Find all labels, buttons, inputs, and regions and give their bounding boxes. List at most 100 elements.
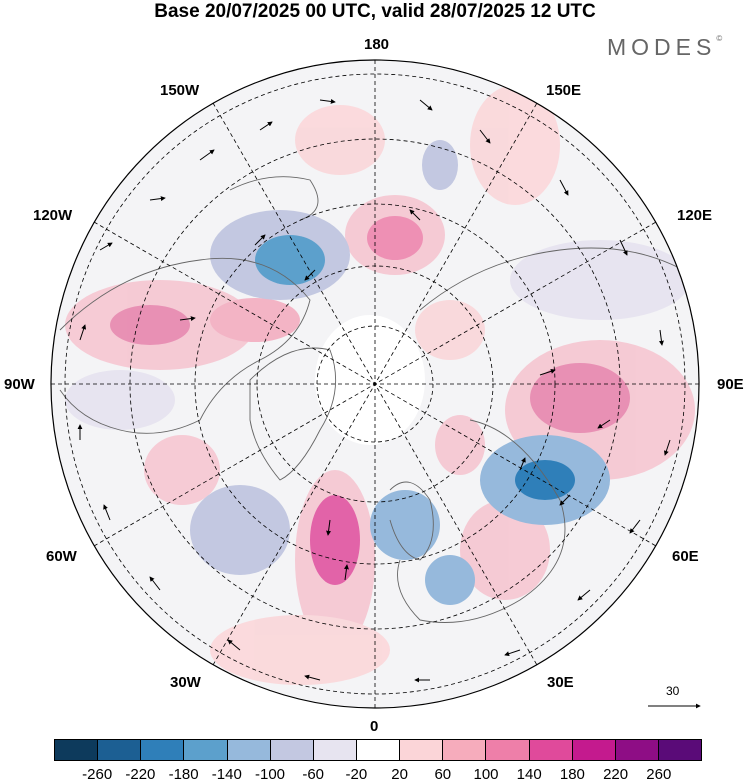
colorbar: [54, 739, 702, 761]
wind-vector: [559, 179, 569, 196]
wind-vector: [343, 564, 349, 581]
map-frame: [50, 59, 700, 709]
wind-vector: [304, 269, 316, 281]
colorbar-tick-label: -180: [168, 766, 199, 783]
colorbar-tick-label: -260: [82, 766, 113, 783]
colorbar-tick-label: -20: [345, 766, 368, 783]
colorbar-swatch: [55, 740, 99, 760]
colorbar-swatch: [141, 740, 185, 760]
anomaly-high-atlantic-core: [310, 495, 360, 585]
anomaly-high-south-atlantic: [210, 615, 390, 685]
wind-vector: [479, 129, 491, 144]
wind-vector: [629, 519, 641, 534]
wind-vector: [149, 576, 161, 591]
wind-vector: [559, 494, 571, 506]
wind-vector: [199, 149, 215, 161]
wind-vector: [597, 419, 611, 429]
positive-anomaly-shading: [65, 85, 695, 685]
coastline-alaska: [229, 176, 319, 221]
wind-vector: [79, 324, 87, 341]
modes-logo: MODES©: [607, 34, 722, 61]
map-title: Base 20/07/2025 00 UTC, valid 28/07/2025…: [154, 1, 596, 22]
anomaly-low-siberia-core: [515, 460, 575, 500]
wind-vector: [658, 329, 664, 346]
colorbar-tick-label: -220: [125, 766, 156, 783]
copyright-mark: ©: [716, 34, 723, 43]
colorbar-tick-label: 20: [391, 766, 408, 783]
wind-vector: [254, 234, 266, 246]
anomaly-high-canada-core: [110, 305, 190, 345]
coastline-scandinavia: [389, 481, 434, 561]
label-lon-120w: 120W: [33, 207, 73, 224]
wind-vector: [504, 649, 521, 657]
colorbar-swatch: [486, 740, 530, 760]
colorbar-swatch: [98, 740, 142, 760]
colorbar-swatch: [356, 740, 401, 760]
anomaly-high-europe: [460, 500, 550, 600]
coastline-eurasia: [397, 247, 699, 623]
graticule: [51, 60, 699, 708]
label-lon-60w: 60W: [46, 548, 77, 565]
label-lon-180: 180: [364, 36, 390, 53]
label-lon-0: 0: [370, 718, 379, 735]
wind-vector: [179, 316, 196, 322]
colorbar-swatch: [400, 740, 444, 760]
coastline-north-america: [59, 257, 311, 434]
anomaly-low-west: [65, 370, 175, 430]
colorbar-swatch: [529, 740, 573, 760]
anomaly-low-scandinavia: [370, 490, 440, 560]
label-lon-30e: 30E: [547, 674, 574, 691]
anomaly-high-siberia-core: [530, 363, 630, 433]
negative-anomaly-shading: [65, 140, 690, 605]
wind-vector: [319, 98, 336, 104]
wind-vector: [619, 239, 628, 256]
anomaly-low-pacific: [422, 140, 458, 190]
colorbar-tick-label: -140: [211, 766, 242, 783]
wind-vector: [419, 99, 433, 111]
anomaly-low-alaska-core: [255, 235, 325, 285]
meridian-150: [212, 102, 538, 666]
colorbar-tick-label: 180: [559, 766, 585, 783]
anomaly-low-north-atlantic: [190, 485, 290, 575]
wind-vector: [103, 504, 111, 521]
anomaly-high-north-pacific: [295, 105, 385, 175]
colorbar-swatch: [443, 740, 487, 760]
colorbar-swatch: [313, 740, 357, 760]
arctic-white-zone: [315, 315, 425, 445]
modes-logo-text: MODES: [607, 34, 717, 60]
colorbar-tick-label: -60: [302, 766, 325, 783]
label-lon-90w: 90W: [4, 376, 35, 393]
anomaly-low-asia: [510, 240, 690, 320]
anomaly-low-europe: [425, 555, 475, 605]
label-lon-90e: 90E: [717, 376, 744, 393]
colorbar-tick-label: 220: [603, 766, 629, 783]
label-lon-30w: 30W: [170, 674, 201, 691]
anomaly-high-northeast-pacific: [470, 85, 560, 205]
colorbar-swatch: [270, 740, 314, 760]
wind-vector: [304, 674, 321, 681]
colorbar-tick-label: 260: [646, 766, 672, 783]
reference-vector-value: 30: [666, 684, 680, 698]
wind-vector: [519, 457, 526, 471]
coastlines: [59, 176, 699, 623]
colorbar-tick-label: 60: [434, 766, 452, 783]
colorbar-swatch: [184, 740, 228, 760]
anomaly-high-east-atlantic: [435, 415, 485, 475]
wind-vector: [326, 519, 332, 536]
coastline-greenland: [249, 347, 337, 481]
anomaly-high-canada-east: [210, 298, 300, 342]
label-lon-150e: 150E: [546, 82, 582, 99]
colorbar-swatch: [658, 740, 702, 760]
anomaly-high-greenland: [144, 435, 220, 505]
wind-vector: [227, 639, 241, 651]
colorbar-tick-label: 100: [473, 766, 499, 783]
wind-vector: [577, 589, 591, 601]
label-lon-120e: 120E: [677, 207, 713, 224]
wind-vector: [663, 439, 671, 456]
wind-vector: [259, 121, 273, 131]
wind-vector: [149, 196, 166, 202]
label-lon-60e: 60E: [672, 548, 699, 565]
wind-vector: [409, 209, 421, 221]
label-lon-150w: 150W: [160, 82, 200, 99]
